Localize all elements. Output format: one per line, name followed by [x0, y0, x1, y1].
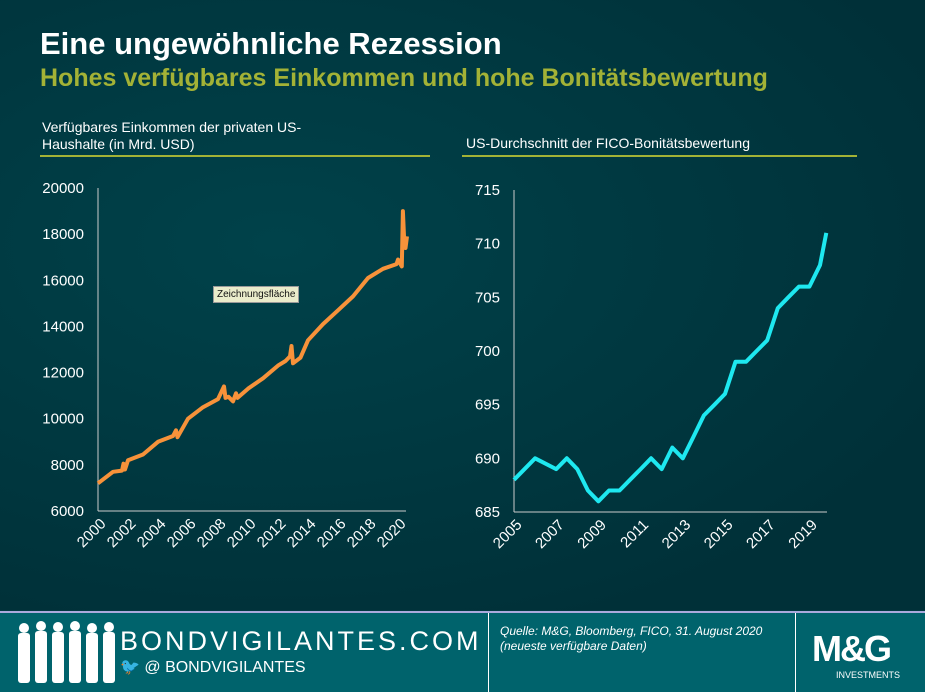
x-tick-label: 2011	[617, 516, 652, 551]
site-link[interactable]: BONDVIGILANTES.COM	[120, 626, 482, 656]
source-line-2: (neueste verfügbare Daten)	[500, 639, 647, 653]
x-tick-label: 2012	[254, 515, 290, 551]
plot-area-tooltip: Zeichnungsfläche	[213, 286, 300, 303]
x-tick-label: 2018	[344, 515, 380, 551]
people-silhouette-icon	[18, 621, 115, 683]
x-tick-label: 2014	[284, 515, 320, 551]
charts-svg: 6000 8000 10000 12000 14000 16000 18000 20000 20…	[42, 180, 829, 552]
footer-divider	[795, 613, 796, 692]
y-tick-label: 16000	[42, 272, 84, 289]
y-tick-label: 20000	[42, 180, 84, 197]
right-title-rule	[462, 155, 857, 157]
series-line	[512, 232, 829, 504]
x-tick-label: 2005	[490, 516, 526, 552]
page-title: Eine ungewöhnliche Rezession	[40, 26, 502, 61]
left-title-rule	[40, 155, 430, 157]
x-tick-label: 2009	[574, 516, 610, 552]
x-tick-label: 2006	[164, 515, 200, 551]
x-tick-label: 2008	[194, 515, 230, 551]
x-tick-label: 2002	[104, 515, 140, 551]
y-tick-label: 705	[475, 289, 500, 306]
y-tick-label: 6000	[51, 503, 84, 520]
x-tick-label: 2010	[224, 515, 260, 551]
y-tick-label: 12000	[42, 365, 84, 382]
x-tick-label: 2020	[374, 515, 410, 551]
y-tick-label: 8000	[51, 457, 84, 474]
source-line-1: Quelle: M&G, Bloomberg, FICO, 31. August…	[500, 624, 763, 638]
y-tick-label: 10000	[42, 411, 84, 428]
x-tick-label: 2016	[314, 515, 350, 551]
x-tick-label: 2017	[743, 516, 779, 552]
right-chart-title: US-Durchschnitt der FICO-Bonitätsbewertu…	[466, 135, 750, 151]
x-tick-label: 2000	[74, 515, 110, 551]
mg-logo: M&G	[812, 628, 892, 669]
x-tick-label: 2013	[659, 516, 695, 552]
mg-logo-sub: INVESTMENTS	[836, 670, 901, 680]
series-line	[96, 209, 409, 485]
page-subtitle: Hohes verfügbares Einkommen und hohe Bon…	[40, 64, 768, 92]
twitter-handle[interactable]: 🐦 @ BONDVIGILANTES	[120, 657, 306, 677]
y-tick-label: 695	[475, 397, 500, 414]
left-chart-title: Verfügbares Einkommen der privaten US-Ha…	[42, 119, 302, 152]
x-tick-label: 2007	[532, 516, 568, 552]
x-tick-label: 2004	[134, 515, 170, 551]
x-tick-label: 2019	[785, 516, 821, 552]
y-tick-label: 690	[475, 450, 500, 467]
x-tick-label: 2015	[701, 516, 737, 552]
y-tick-label: 700	[475, 343, 500, 360]
twitter-icon: 🐦	[120, 659, 140, 676]
footer-divider	[488, 613, 489, 692]
y-tick-label: 18000	[42, 226, 84, 243]
footer	[0, 611, 925, 692]
source-note: Quelle: M&G, Bloomberg, FICO, 31. August…	[500, 624, 762, 654]
y-tick-label: 14000	[42, 318, 84, 335]
y-tick-label: 685	[475, 504, 500, 521]
y-tick-label: 710	[475, 236, 500, 253]
twitter-handle-text: @ BONDVIGILANTES	[144, 659, 306, 676]
background	[0, 0, 925, 610]
y-tick-label: 715	[475, 182, 500, 199]
